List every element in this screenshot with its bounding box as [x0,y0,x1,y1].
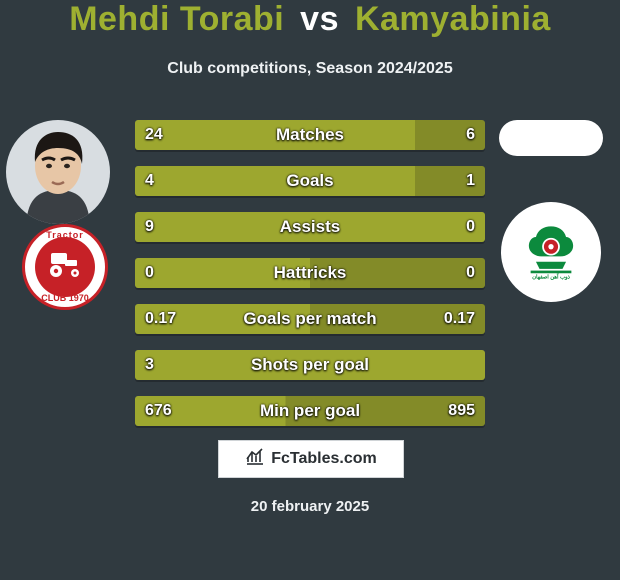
tractor-icon [45,250,85,285]
title-vs: vs [300,0,339,38]
stat-label: Min per goal [135,396,485,426]
brand-badge: FcTables.com [218,440,404,478]
stat-value-right: 0 [466,212,475,242]
brand-text: FcTables.com [271,450,377,468]
player1-club-badge: Tractor CLUB 1970 [22,224,108,310]
player2-club-badge: ذوب آهن اصفهان [501,202,601,302]
stat-label: Assists [135,212,485,242]
stat-label: Goals per match [135,304,485,334]
club1-bottom-text: CLUB 1970 [25,293,105,303]
stat-bars: 24 Matches 6 4 Goals 1 9 Assists 0 0 Hat… [135,120,485,442]
stat-row: 3 Shots per goal [135,350,485,380]
title-player2: Kamyabinia [355,0,551,38]
stat-value-right: 895 [448,396,475,426]
stat-row: 0 Hattricks 0 [135,258,485,288]
page-title: Mehdi Torabi vs Kamyabinia [0,0,620,39]
player1-avatar [6,120,124,224]
stat-row: 24 Matches 6 [135,120,485,150]
subtitle: Club competitions, Season 2024/2025 [0,60,620,78]
chart-icon [245,448,265,471]
left-column: Tractor CLUB 1970 [6,120,124,310]
stat-row: 676 Min per goal 895 [135,396,485,426]
player2-avatar [499,120,603,156]
stat-row: 4 Goals 1 [135,166,485,196]
stat-value-right: 0 [466,258,475,288]
stat-label: Shots per goal [135,350,485,380]
title-player1: Mehdi Torabi [69,0,284,38]
stat-label: Goals [135,166,485,196]
stat-label: Hattricks [135,258,485,288]
stat-value-right: 1 [466,166,475,196]
stat-value-right: 6 [466,120,475,150]
date-text: 20 february 2025 [0,498,620,515]
stat-value-right: 0.17 [444,304,475,334]
stat-row: 0.17 Goals per match 0.17 [135,304,485,334]
right-column: ذوب آهن اصفهان [492,120,610,302]
svg-text:ذوب آهن اصفهان: ذوب آهن اصفهان [532,274,570,281]
stat-row: 9 Assists 0 [135,212,485,242]
stat-label: Matches [135,120,485,150]
